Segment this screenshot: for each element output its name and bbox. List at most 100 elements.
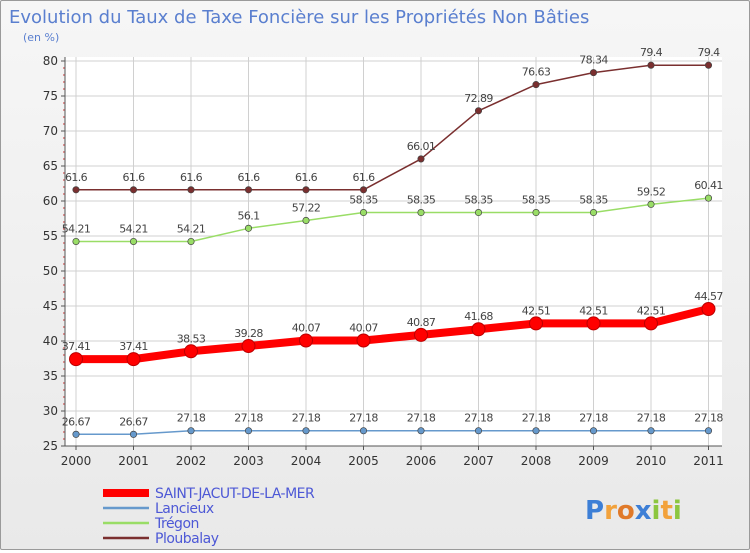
data-point — [356, 333, 371, 348]
data-point — [129, 186, 138, 194]
data-label: 61.6 — [65, 171, 88, 184]
data-point — [529, 316, 543, 331]
x-tick-label: 2002 — [176, 454, 207, 468]
series-line-1 — [75, 429, 710, 436]
data-point — [359, 427, 368, 435]
x-tick-label: 2009 — [578, 454, 609, 468]
data-label: 27.18 — [464, 412, 493, 425]
data-label: 58.35 — [349, 194, 378, 207]
data-label: 37.41 — [62, 340, 91, 353]
data-point — [589, 69, 598, 77]
data-point — [69, 352, 83, 367]
data-label: 78.34 — [579, 54, 608, 67]
data-point — [302, 216, 310, 225]
chart-title: Evolution du Taux de Taxe Foncière sur l… — [9, 7, 589, 28]
data-point — [244, 186, 253, 194]
proxiti-letter: i — [652, 496, 661, 526]
data-point — [184, 344, 198, 359]
data-point — [129, 430, 138, 438]
data-labels: 26.67 26.67 27.18 27.18 27.18 27.18 27.18 27.18… — [62, 46, 724, 428]
data-label: 58.35 — [407, 194, 436, 207]
data-label: 27.18 — [349, 412, 378, 425]
data-point — [299, 333, 313, 348]
series-line-0 — [72, 305, 713, 364]
x-tick-label: 2000 — [61, 454, 92, 468]
data-label: 27.18 — [234, 412, 263, 425]
data-label: 54.21 — [119, 223, 148, 236]
proxiti-logo: Proxiti — [585, 496, 682, 526]
y-tick-label: 70 — [43, 124, 58, 138]
legend: SAINT-JACUT-DE-LA-MERLancieuxTrégonPloub… — [103, 486, 316, 547]
data-label: 27.18 — [637, 412, 666, 425]
data-label: 41.68 — [464, 310, 493, 323]
data-point — [701, 302, 716, 317]
y-tick-label: 75 — [43, 89, 58, 103]
legend-label-1: Lancieux — [155, 501, 214, 517]
proxiti-logo-text: Proxiti — [585, 496, 682, 526]
grid-lines — [65, 57, 722, 447]
y-tick-label: 50 — [43, 264, 58, 278]
series-line-3 — [75, 64, 710, 191]
data-label: 27.18 — [522, 412, 551, 425]
data-label: 42.51 — [637, 304, 666, 317]
data-point — [417, 209, 425, 217]
data-point — [244, 427, 253, 435]
data-label: 27.18 — [579, 412, 608, 425]
data-point — [474, 209, 483, 217]
data-point — [302, 186, 310, 194]
data-label: 61.6 — [237, 171, 260, 184]
data-label: 54.21 — [177, 223, 206, 236]
data-label: 37.41 — [119, 340, 148, 353]
data-point — [647, 427, 655, 435]
data-point — [187, 186, 195, 194]
data-label: 44.57 — [694, 290, 723, 303]
proxiti-letter: x — [635, 496, 652, 526]
data-point — [589, 209, 598, 217]
data-label: 40.87 — [407, 316, 436, 329]
y-tick-label: 45 — [43, 299, 58, 313]
data-point — [471, 322, 486, 337]
data-label: 61.6 — [295, 171, 318, 184]
data-label: 61.6 — [180, 171, 203, 184]
data-point — [414, 327, 428, 342]
data-label: 76.63 — [522, 66, 551, 79]
proxiti-letter: r — [604, 496, 617, 526]
chart-subtitle: (en %) — [23, 31, 59, 44]
data-label: 72.89 — [464, 92, 493, 105]
x-tick-label: 2011 — [693, 454, 724, 468]
x-tick-label: 2007 — [463, 454, 494, 468]
legend-label-3: Ploubalay — [155, 531, 219, 547]
data-point — [359, 209, 368, 217]
x-tick-label: 2010 — [636, 454, 667, 468]
data-point — [474, 107, 483, 115]
data-label: 61.6 — [352, 171, 375, 184]
x-tick-label: 2005 — [348, 454, 379, 468]
data-label: 40.07 — [349, 322, 378, 335]
data-label: 39.28 — [234, 327, 263, 340]
data-label: 40.07 — [292, 322, 321, 335]
data-point — [72, 430, 80, 438]
data-label: 58.35 — [522, 194, 551, 207]
plot-area — [65, 57, 722, 446]
proxiti-letter: P — [585, 496, 604, 526]
data-label: 27.18 — [407, 412, 436, 425]
data-label: 54.21 — [62, 223, 91, 236]
data-point — [704, 194, 713, 202]
data-label: 38.53 — [177, 332, 206, 345]
data-label: 56.1 — [237, 209, 259, 222]
data-point — [647, 61, 655, 69]
data-label: 59.52 — [637, 185, 666, 198]
axes: 25 30 35 40 45 50 55 60 65 70 75 80 2000 2001 2002 2003… — [43, 54, 724, 468]
y-tick-label: 65 — [43, 159, 58, 173]
data-point — [72, 186, 80, 194]
x-tick-label: 2008 — [521, 454, 552, 468]
data-label: 79.4 — [640, 46, 663, 59]
proxiti-letter: i — [673, 496, 682, 526]
data-point — [417, 427, 425, 435]
data-point — [474, 427, 483, 435]
proxiti-letter: t — [660, 496, 672, 526]
y-tick-label: 30 — [43, 404, 58, 418]
data-point — [647, 200, 655, 208]
data-point — [586, 316, 601, 331]
